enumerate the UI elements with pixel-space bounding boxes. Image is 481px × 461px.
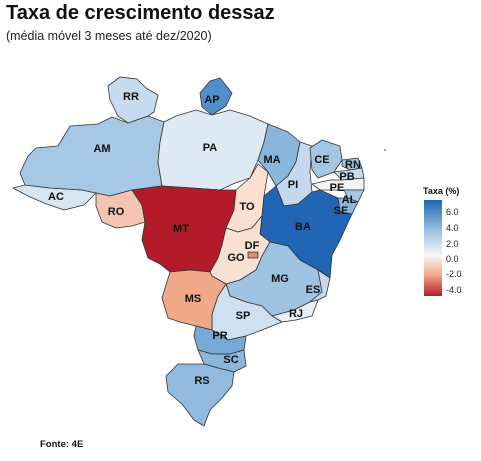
- state-ce: [309, 139, 343, 179]
- label-mg: MG: [271, 273, 289, 285]
- state-rs: [165, 363, 235, 427]
- chart-title: Taxa de crescimento dessaz: [6, 2, 275, 24]
- label-mt: MT: [173, 223, 189, 235]
- state-pb: [333, 167, 365, 181]
- label-ba: BA: [295, 221, 311, 233]
- chart-subtitle: (média móvel 3 meses até dez/2020): [6, 29, 212, 43]
- state-ro: [95, 189, 146, 229]
- label-rr: RR: [123, 91, 139, 103]
- label-am: AM: [93, 143, 110, 155]
- label-rn: RN: [345, 159, 361, 171]
- label-ac: AC: [48, 191, 64, 203]
- label-ms: MS: [185, 293, 202, 305]
- state-df: [247, 251, 259, 259]
- label-ro: RO: [108, 206, 125, 218]
- legend-tick: 4.0: [446, 223, 459, 233]
- label-pi: PI: [288, 179, 298, 191]
- label-to: TO: [239, 201, 255, 213]
- state-ms: [161, 269, 227, 331]
- label-rj: RJ: [289, 308, 303, 320]
- source-note: Fonte: 4E: [40, 439, 84, 450]
- label-al: AL: [342, 194, 357, 206]
- state-pe: [311, 177, 365, 191]
- legend-colorbar: [424, 200, 442, 296]
- label-sc: SC: [223, 354, 238, 366]
- legend-tick: -2.0: [446, 269, 462, 279]
- label-df: DF: [245, 240, 260, 252]
- state-am: [19, 115, 165, 197]
- label-ce: CE: [314, 154, 329, 166]
- label-pe: PE: [330, 182, 345, 194]
- label-pb: PB: [339, 171, 354, 183]
- legend-tick: 2.0: [446, 239, 459, 249]
- label-go: GO: [227, 252, 245, 264]
- label-sp: SP: [236, 310, 251, 322]
- legend-tick: -4.0: [446, 285, 462, 295]
- state-rj: [271, 299, 319, 323]
- map-dot: [384, 149, 386, 151]
- state-ap: [199, 77, 233, 116]
- legend-tick: 6.0: [446, 207, 459, 217]
- label-ma: MA: [263, 154, 280, 166]
- state-rr: [107, 76, 159, 124]
- label-se: SE: [334, 205, 349, 217]
- label-pa: PA: [203, 142, 218, 154]
- label-es: ES: [306, 284, 321, 296]
- label-rs: RS: [194, 375, 209, 387]
- legend-title: Taxa (%): [423, 186, 460, 196]
- label-ap: AP: [204, 94, 219, 106]
- legend-tick: 0.0: [446, 254, 459, 264]
- label-pr: PR: [212, 330, 227, 342]
